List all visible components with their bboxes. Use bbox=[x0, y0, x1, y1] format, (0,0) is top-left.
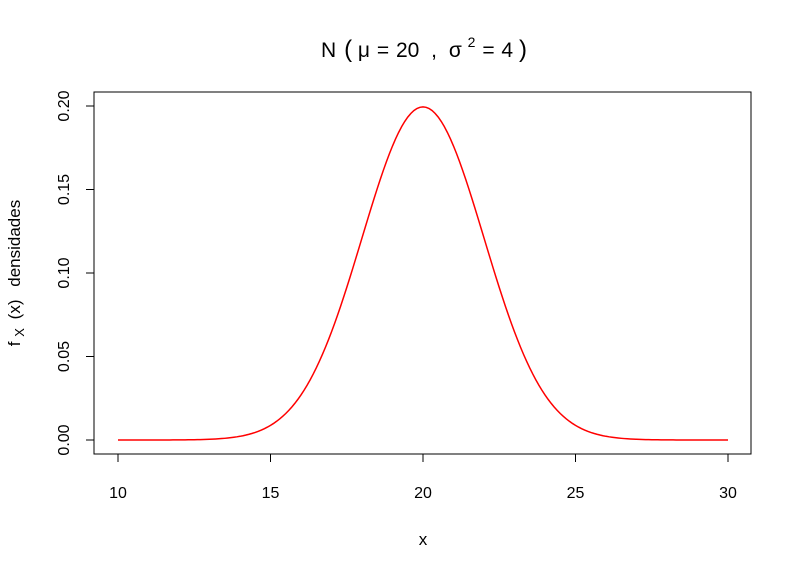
y-title-word: densidades bbox=[5, 200, 24, 287]
y-axis-title: f X (x) densidades bbox=[5, 200, 28, 346]
title-sigma-symbol: σ bbox=[449, 39, 462, 62]
title-eq-2: = bbox=[482, 39, 494, 62]
x-axis-title: x bbox=[419, 530, 428, 549]
y-axis: 0.00 0.05 0.10 0.15 0.20 bbox=[56, 90, 95, 456]
density-curve bbox=[118, 106, 728, 441]
y-title-f: f bbox=[5, 341, 24, 346]
x-tick-label: 10 bbox=[109, 485, 127, 502]
x-tick-label: 25 bbox=[567, 485, 585, 502]
title-mean: 20 bbox=[396, 39, 419, 62]
x-tick-label: 15 bbox=[262, 485, 280, 502]
plot-frame bbox=[93, 91, 752, 455]
title-comma: , bbox=[431, 39, 437, 62]
title-close-paren: ) bbox=[519, 36, 527, 63]
x-axis: 10 15 20 25 30 bbox=[109, 453, 737, 502]
y-tick-label: 0.15 bbox=[56, 174, 73, 205]
x-tick-label: 20 bbox=[414, 485, 432, 502]
title-mu-symbol: μ bbox=[358, 39, 370, 62]
y-tick-label: 0.20 bbox=[56, 90, 73, 121]
title-eq-1: = bbox=[377, 39, 389, 62]
y-title-arg: (x) bbox=[5, 300, 24, 320]
x-tick-label: 30 bbox=[719, 485, 737, 502]
y-tick-label: 0.05 bbox=[56, 341, 73, 372]
title-prefix: N bbox=[321, 39, 336, 62]
series-layer bbox=[118, 106, 728, 441]
title-variance: 4 bbox=[501, 39, 513, 62]
y-tick-label: 0.00 bbox=[56, 424, 73, 455]
title-open-paren: ( bbox=[344, 36, 352, 63]
chart-title: N ( μ = 20 , σ 2 = 4 ) bbox=[321, 29, 527, 63]
y-tick-label: 0.10 bbox=[56, 257, 73, 288]
title-power: 2 bbox=[468, 34, 476, 50]
y-title-subscript: X bbox=[12, 328, 27, 337]
